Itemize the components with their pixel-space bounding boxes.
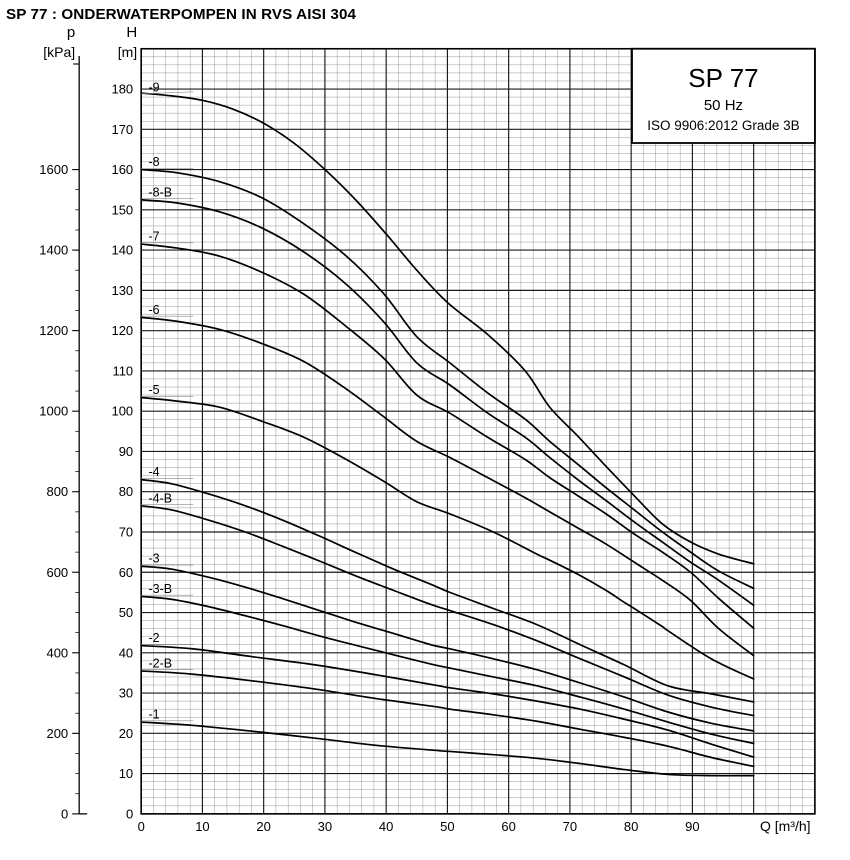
svg-text:160: 160 [111,162,133,177]
svg-text:[m]: [m] [118,44,137,60]
svg-text:50 Hz: 50 Hz [704,97,743,114]
svg-text:-6: -6 [149,303,160,317]
svg-text:130: 130 [111,283,133,298]
svg-text:600: 600 [46,565,68,580]
svg-text:80: 80 [624,819,638,834]
svg-text:60: 60 [501,819,515,834]
svg-text:110: 110 [112,363,133,378]
svg-text:-5: -5 [149,383,160,397]
svg-text:p: p [67,24,75,41]
svg-text:-4-B: -4-B [149,491,173,505]
svg-text:90: 90 [119,444,133,459]
svg-text:120: 120 [111,323,133,338]
svg-text:150: 150 [111,202,133,217]
svg-text:0: 0 [138,819,145,834]
svg-text:-8-B: -8-B [149,185,173,199]
svg-text:Q [m³/h]: Q [m³/h] [760,818,811,834]
svg-text:60: 60 [119,565,133,580]
svg-text:-3: -3 [149,552,160,566]
svg-text:200: 200 [46,726,68,741]
svg-text:[kPa]: [kPa] [43,44,75,60]
svg-text:30: 30 [119,686,133,701]
svg-text:-3-B: -3-B [149,582,173,596]
svg-text:180: 180 [111,82,133,97]
svg-text:1200: 1200 [39,323,68,338]
svg-text:20: 20 [256,819,270,834]
svg-text:10: 10 [195,819,209,834]
svg-text:90: 90 [685,819,699,834]
svg-text:400: 400 [46,645,68,660]
svg-text:70: 70 [563,819,577,834]
svg-text:140: 140 [111,243,133,258]
svg-text:-2-B: -2-B [149,656,173,670]
svg-text:100: 100 [111,404,133,419]
svg-text:-1: -1 [149,708,160,722]
svg-text:800: 800 [46,484,68,499]
svg-text:10: 10 [119,766,133,781]
svg-text:40: 40 [119,645,133,660]
svg-text:40: 40 [379,819,393,834]
svg-text:-9: -9 [149,81,160,95]
svg-text:0: 0 [126,806,133,821]
svg-text:1000: 1000 [39,404,68,419]
svg-text:20: 20 [119,726,133,741]
svg-text:50: 50 [440,819,454,834]
svg-text:-7: -7 [149,230,160,244]
svg-text:-4: -4 [149,465,160,479]
svg-text:H: H [126,24,137,41]
svg-text:ISO 9906:2012 Grade 3B: ISO 9906:2012 Grade 3B [647,118,799,133]
svg-text:-8: -8 [149,155,160,169]
svg-text:80: 80 [119,484,133,499]
svg-text:SP 77: SP 77 [688,63,758,93]
svg-text:50: 50 [119,605,133,620]
svg-text:0: 0 [61,806,68,821]
svg-text:70: 70 [119,524,133,539]
svg-text:30: 30 [318,819,332,834]
svg-text:170: 170 [111,122,133,137]
svg-text:-2: -2 [149,631,160,645]
svg-text:1600: 1600 [39,162,68,177]
svg-text:1400: 1400 [39,243,68,258]
